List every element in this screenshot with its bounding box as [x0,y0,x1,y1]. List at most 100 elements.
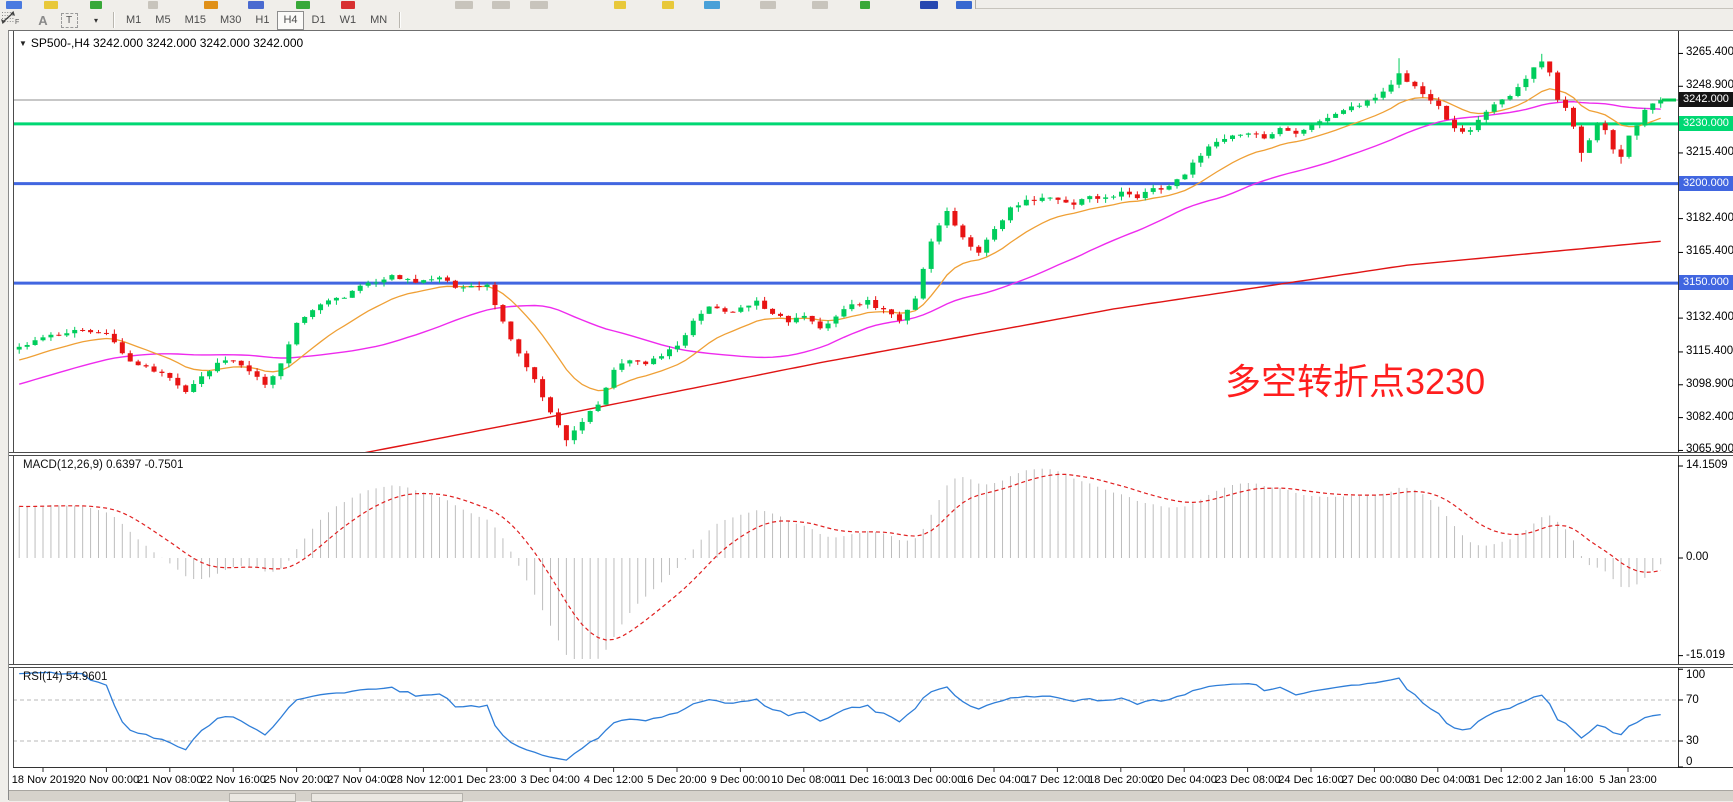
rsi-label: RSI(14) 54.9601 [23,671,108,683]
period-button-MN[interactable]: MN [370,13,388,26]
price-tick-label: 3182.400 [1686,211,1733,224]
price-tick-label: 3165.400 [1686,245,1733,258]
time-tick-label: 21 Nov 08:00 [137,774,203,786]
time-tick-label: 28 Nov 12:00 [390,774,457,786]
macd-tick-label: 14.1509 [1686,459,1728,472]
time-tick-label: 9 Dec 00:00 [710,774,771,786]
toolbar-icon-fragment [812,1,828,9]
svg-text:F: F [15,19,19,25]
toolbar-icon-fragment [704,1,720,9]
toolbar-icon-fragment [44,1,58,9]
period-button-H4[interactable]: H4 [277,10,304,30]
toolbar-icon-fragment [296,1,310,9]
time-tick-label: 1 Dec 23:00 [457,774,517,786]
toolbar-icon-fragment [204,1,218,9]
toolbar-icon-fragment [6,1,22,9]
price-badge-3150.000: 3150.000 [1679,275,1733,291]
toolbar-icon-fragment [860,1,870,9]
pointer-grid-icon: F [2,12,19,25]
timeframe-group: M1 M5 M15 M30 H1 H4 D1 W1 MN [119,10,394,30]
period-button-M15[interactable]: M15 [184,13,206,26]
toolbar-icon-fragment [341,1,355,9]
time-tick-label: 23 Dec 08:00 [1214,774,1281,786]
toolbar-frame-line [975,0,976,9]
main-price-pane[interactable]: ▼ SP500-,H4 3242.000 3242.000 3242.000 32… [9,31,1733,452]
macd-pane[interactable]: MACD(12,26,9) 0.6397 -0.7501 [9,456,1733,665]
period-button-W1[interactable]: W1 [339,13,357,26]
toolbar-icon-fragment [920,1,938,9]
main-chart-canvas[interactable] [9,31,1733,452]
macd-canvas[interactable] [9,456,1733,665]
macd-tick-label: -15.019 [1686,648,1726,661]
status-strip [9,790,1733,802]
line-studies-tool[interactable]: ▾ [1,10,107,30]
time-tick-label: 22 Nov 16:00 [200,774,266,786]
time-tick-label: 5 Dec 20:00 [647,774,707,786]
dropdown-caret-icon: ▾ [93,15,98,25]
period-button-H1[interactable]: H1 [255,13,270,26]
toolbar-icon-fragment [760,1,776,9]
time-tick-label: 18 Dec 20:00 [1088,774,1154,786]
status-box [311,793,463,802]
time-tick-label: 2 Jan 16:00 [1535,774,1594,786]
period-button-D1[interactable]: D1 [311,13,326,26]
diagonal-arrows-icon [1,11,15,24]
toolbar-icon-fragment [455,1,473,9]
time-tick-label: 11 Dec 16:00 [834,774,900,786]
time-tick-label: 20 Dec 04:00 [1151,774,1217,786]
price-tick-label: 3115.400 [1686,344,1733,357]
rsi-tick-label: 0 [1686,756,1693,768]
macd-tick-label: 0.00 [1686,551,1709,563]
period-button-M30[interactable]: M30 [219,13,242,26]
time-tick-label: 3 Dec 04:00 [520,774,580,786]
time-tick-label: 13 Dec 00:00 [897,774,964,786]
collapse-triangle-icon[interactable]: ▼ [19,39,27,48]
period-button-M5[interactable]: M5 [155,13,171,26]
status-box [229,793,296,802]
time-tick-label: 24 Dec 16:00 [1278,774,1344,786]
chart-window: ▼ SP500-,H4 3242.000 3242.000 3242.000 32… [8,30,1733,802]
toolbar-icon-fragment [614,1,626,9]
price-tick-label: 3065.900 [1686,443,1733,456]
toolbar-frame-rule [976,8,1733,9]
time-tick-label: 16 Dec 04:00 [961,774,1027,786]
toolbar-separator [399,12,401,28]
price-tick-label: 3215.400 [1686,145,1733,158]
time-tick-label: 17 Dec 12:00 [1024,774,1091,786]
text-label-tool[interactable]: A [31,10,55,30]
pane-splitter[interactable] [9,664,1733,668]
text-box-tool[interactable]: T [57,10,81,30]
letter-a-icon: A [38,12,48,28]
price-badge-3242.000: 3242.000 [1679,92,1733,107]
top-toolbar-sliver [0,0,1733,10]
time-axis-ticks [42,768,1629,772]
toolbar-icon-fragment [530,1,548,9]
text-box-icon: T [60,12,78,28]
rsi-canvas[interactable] [9,668,1733,768]
time-tick-label: 30 Dec 04:00 [1405,774,1471,786]
pane-splitter[interactable] [9,452,1733,456]
time-axis[interactable]: 18 Nov 2019 20 Nov 00:00 21 Nov 08:00 22 No… [9,768,1733,790]
pointer-grid-tool[interactable]: F [2,10,29,30]
macd-label: MACD(12,26,9) 0.6397 -0.7501 [23,459,184,471]
chart-toolbar: F A T ▾ M1 M5 M15 M30 H1 H4 D1 W1 MN [0,10,1733,30]
rsi-tick-label: 70 [1686,694,1699,706]
price-tick-label: 3265.400 [1686,46,1733,59]
toolbar-icon-fragment [956,1,972,9]
time-tick-label: 18 Nov 2019 [11,774,75,786]
price-tick-label: 3098.900 [1686,377,1733,390]
time-tick-label: 25 Nov 20:00 [263,774,330,786]
toolbar-icon-fragment [248,1,264,9]
period-button-M1[interactable]: M1 [126,13,142,26]
chart-text-annotation[interactable]: 多空转折点3230 [1225,361,1486,402]
toolbar-icon-fragment [492,1,510,9]
time-tick-label: 4 Dec 12:00 [583,774,644,786]
price-tick-label: 3248.900 [1686,79,1733,92]
rsi-tick-label: 100 [1686,669,1706,681]
rsi-pane[interactable]: RSI(14) 54.9601 [9,668,1733,768]
time-tick-label: 27 Nov 04:00 [327,774,393,786]
time-tick-label: 10 Dec 08:00 [771,774,837,786]
toolbar-icon-fragment [662,1,674,9]
toolbar-icon-fragment [148,1,158,9]
time-tick-label: 31 Dec 12:00 [1468,774,1534,786]
